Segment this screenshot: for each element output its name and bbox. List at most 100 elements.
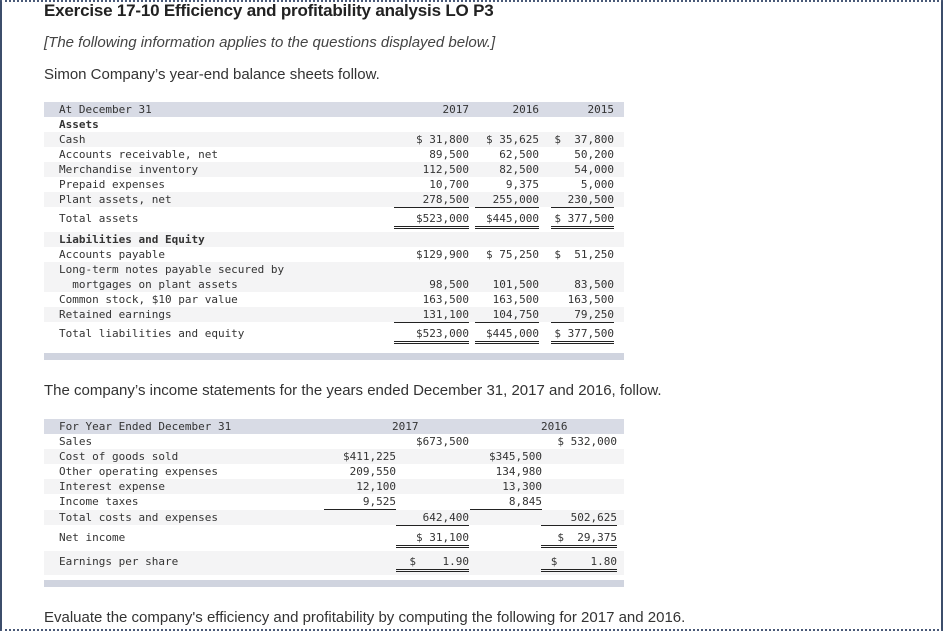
table-row: Total costs and expenses 642,400 502,625 [44, 510, 624, 526]
cell: 12,100 [356, 480, 396, 493]
row-label: Accounts payable [59, 248, 165, 261]
year-col: 2017 [442, 103, 470, 116]
cell: $ 37,800 [554, 133, 614, 146]
cell: $ 31,800 [416, 133, 469, 146]
cell: $411,225 [343, 450, 396, 463]
cell: 5,000 [580, 178, 614, 191]
income-statement-intro: The company’s income statements for the … [44, 382, 662, 399]
header-label: At December 31 [59, 103, 152, 116]
cell: 8,845 [470, 494, 542, 510]
cell: 230,500 [551, 192, 614, 208]
cell: $445,000 [475, 211, 539, 229]
cell: 82,500 [499, 163, 539, 176]
balance-sheet-intro: Simon Company’s year-end balance sheets … [44, 66, 380, 83]
year-col: 2015 [587, 103, 615, 116]
year-col: 2016 [541, 420, 568, 433]
cell: 101,500 [492, 278, 539, 291]
section-heading: Liabilities and Equity [44, 232, 624, 247]
table-row: Cost of goods sold $411,225 $345,500 [44, 449, 624, 464]
row-label: Net income [59, 531, 126, 544]
cell: 134,980 [495, 465, 542, 478]
cell: $523,000 [394, 326, 469, 344]
cell: $ 35,625 [486, 133, 539, 146]
cell: $ 532,000 [557, 435, 617, 448]
exercise-title: Exercise 17-10 Efficiency and profitabil… [44, 1, 494, 20]
cell: 50,200 [574, 148, 614, 161]
row-label: Retained earnings [59, 308, 172, 321]
cell: $445,000 [475, 326, 539, 344]
cell: 112,500 [422, 163, 469, 176]
cell: 255,000 [475, 192, 539, 208]
table-row: Cash $ 31,800 $ 35,625 $ 37,800 [44, 132, 624, 147]
table-footer-bar [44, 580, 624, 587]
cell: $673,500 [416, 435, 469, 448]
cell: 13,300 [502, 480, 542, 493]
table-row: Accounts payable $129,900 $ 75,250 $ 51,… [44, 247, 624, 262]
cell: 9,375 [505, 178, 539, 191]
cell: $523,000 [394, 211, 469, 229]
table-row: Accounts receivable, net 89,500 62,500 5… [44, 147, 624, 162]
table-row: Long-term notes payable secured by mortg… [44, 262, 624, 292]
table-row: Prepaid expenses 10,700 9,375 5,000 [44, 177, 624, 192]
cell: 278,500 [394, 192, 469, 208]
cell: 642,400 [396, 510, 469, 526]
row-label: Total assets [59, 212, 139, 225]
row-label: Interest expense [59, 480, 165, 493]
cell: $ 377,500 [551, 326, 614, 344]
cell: $ 1.80 [541, 554, 617, 572]
table-header: For Year Ended December 31 2017 2016 [44, 419, 624, 434]
row-label: Earnings per share [59, 555, 179, 568]
cell: 131,100 [394, 307, 469, 323]
cell: 163,500 [422, 293, 469, 306]
row-label: Cost of goods sold [59, 450, 179, 463]
cell: 89,500 [429, 148, 469, 161]
cell: $ 377,500 [551, 211, 614, 229]
row-label: Total liabilities and equity [59, 327, 245, 340]
table-row: Interest expense 12,100 13,300 [44, 479, 624, 494]
row-label: Plant assets, net [59, 193, 172, 206]
year-col: 2016 [512, 103, 540, 116]
table-row: Net income $ 31,100 $ 29,375 [44, 530, 624, 548]
cell: 163,500 [492, 293, 539, 306]
section-heading: Assets [44, 117, 624, 132]
cell: $ 75,250 [486, 248, 539, 261]
row-label: Sales [59, 435, 93, 448]
cell: 98,500 [429, 278, 469, 291]
row-label: Merchandise inventory [59, 163, 199, 176]
cell: 9,525 [324, 494, 396, 510]
total-row: Total liabilities and equity $523,000 $4… [44, 326, 624, 346]
assets-heading: Assets [59, 118, 99, 131]
cell: 209,550 [349, 465, 396, 478]
row-label: Cash [59, 133, 86, 146]
cell: 502,625 [541, 510, 617, 526]
table-row: Sales $673,500 $ 532,000 [44, 434, 624, 449]
cell: 83,500 [574, 278, 614, 291]
row-label: Accounts receivable, net [59, 148, 218, 161]
row-label: Other operating expenses [59, 465, 218, 478]
cell: $ 31,100 [396, 530, 469, 548]
row-label: Income taxes [59, 495, 139, 508]
row-label: Prepaid expenses [59, 178, 165, 191]
table-footer-bar [44, 353, 624, 360]
liabilities-heading: Liabilities and Equity [59, 233, 205, 246]
header-label: For Year Ended December 31 [59, 420, 232, 433]
cell: 10,700 [429, 178, 469, 191]
instructions-note: [The following information applies to th… [44, 34, 496, 51]
table-row: Plant assets, net 278,500 255,000 230,50… [44, 192, 624, 208]
cell: $345,500 [489, 450, 542, 463]
table-header: At December 31 2017 2016 2015 [44, 102, 624, 117]
table-row: Merchandise inventory 112,500 82,500 54,… [44, 162, 624, 177]
table-row: Retained earnings 131,100 104,750 79,250 [44, 307, 624, 323]
cell: $129,900 [416, 248, 469, 261]
cell: 62,500 [499, 148, 539, 161]
cell: 79,250 [551, 307, 614, 323]
total-row: Total assets $523,000 $445,000 $ 377,500 [44, 211, 624, 229]
table-row: Common stock, $10 par value 163,500 163,… [44, 292, 624, 307]
cell: $ 51,250 [554, 248, 614, 261]
row-label-continued: mortgages on plant assets [59, 278, 238, 291]
cell: 163,500 [567, 293, 614, 306]
cell: 104,750 [475, 307, 539, 323]
year-col: 2017 [392, 420, 419, 433]
cell: $ 1.90 [396, 554, 469, 572]
table-row: Income taxes 9,525 8,845 [44, 494, 624, 510]
